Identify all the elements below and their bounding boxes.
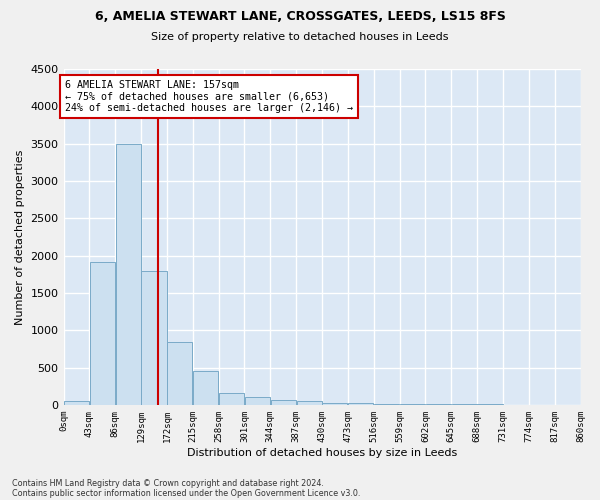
Bar: [245, 398, 270, 405]
Bar: [374, 404, 399, 405]
Text: Contains HM Land Registry data © Crown copyright and database right 2024.: Contains HM Land Registry data © Crown c…: [12, 478, 324, 488]
Y-axis label: Number of detached properties: Number of detached properties: [15, 149, 25, 324]
Bar: [296, 401, 322, 405]
Text: Contains public sector information licensed under the Open Government Licence v3: Contains public sector information licen…: [12, 488, 361, 498]
Bar: [167, 342, 193, 405]
Bar: [142, 271, 167, 405]
Bar: [116, 144, 140, 405]
Bar: [64, 401, 89, 405]
Bar: [322, 402, 347, 405]
Bar: [90, 262, 115, 405]
Bar: [400, 404, 425, 405]
Bar: [219, 392, 244, 405]
Text: 6, AMELIA STEWART LANE, CROSSGATES, LEEDS, LS15 8FS: 6, AMELIA STEWART LANE, CROSSGATES, LEED…: [95, 10, 505, 23]
Text: 6 AMELIA STEWART LANE: 157sqm
← 75% of detached houses are smaller (6,653)
24% o: 6 AMELIA STEWART LANE: 157sqm ← 75% of d…: [65, 80, 353, 114]
Bar: [348, 404, 373, 405]
Bar: [193, 370, 218, 405]
Text: Size of property relative to detached houses in Leeds: Size of property relative to detached ho…: [151, 32, 449, 42]
X-axis label: Distribution of detached houses by size in Leeds: Distribution of detached houses by size …: [187, 448, 457, 458]
Bar: [426, 404, 451, 405]
Bar: [271, 400, 296, 405]
